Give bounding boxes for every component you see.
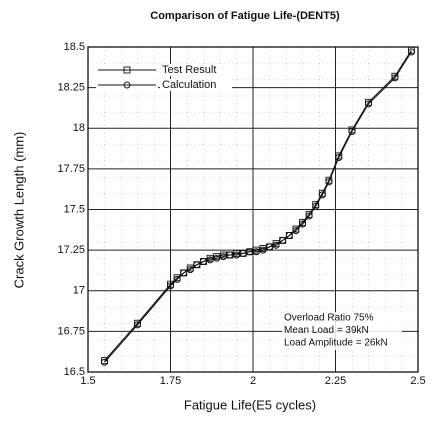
marker-circle [305,212,313,220]
legend-text-bg [160,79,232,91]
y-tick-label: 18.5 [64,41,85,53]
marker-circle [325,178,333,186]
marker-circle [213,254,221,262]
x-tick-label: 2.5 [410,375,425,387]
marker-circle [186,266,194,274]
marker-circle [407,48,415,56]
marker-circle [246,248,254,256]
marker-circle [285,232,293,239]
marker-circle [312,202,320,210]
marker-circle [335,154,343,161]
legend-text-bg [160,64,232,76]
y-tick-label: 18.25 [57,82,85,94]
marker-circle [292,227,300,235]
marker-circle [299,220,306,228]
x-tick-label: 2 [250,375,256,387]
chart-title: Comparison of Fatigue Life-(DENT5) [150,10,340,22]
legend-label: Calculation [162,79,216,91]
marker-circle [180,269,188,277]
marker-circle [279,236,287,244]
plot-frame [87,46,419,373]
marker-circle [233,251,240,259]
marker-circle [348,128,356,135]
annotation: Load Amplitude = 26kN [284,338,388,349]
marker-circle [365,100,372,108]
y-tick-label: 16.5 [64,366,85,378]
marker-circle [239,249,247,257]
marker-circle [272,241,280,249]
marker-circle [200,258,207,265]
marker-circle [101,358,108,366]
annotation: Overload Ratio 75% [284,313,374,324]
x-tick-label: 1.75 [160,375,181,387]
marker-circle [318,191,326,199]
y-tick-label: 17.5 [64,203,85,215]
y-tick-label: 17.75 [57,163,85,175]
marker-circle [123,81,131,89]
marker-circle [219,253,227,261]
marker-circle [226,251,234,259]
y-tick-label: 16.75 [57,325,85,337]
legend-label: Test Result [162,64,216,76]
marker-circle [259,246,267,254]
y-tick-label: 17.25 [57,244,85,256]
marker-circle [266,243,273,251]
marker-circle [252,248,260,256]
marker-circle [173,275,181,283]
marker-square [123,66,131,74]
x-axis-label: Fatigue Life(E5 cycles) [184,397,316,412]
marker-circle [167,282,174,290]
x-tick-label: 2.25 [325,375,346,387]
annotation: Mean Load = 39kN [284,325,369,336]
annotation-bg [282,312,402,350]
y-axis-label: Crack Growth Length (mm) [11,132,26,289]
y-tick-label: 17 [73,285,85,297]
marker-circle [391,74,399,82]
marker-circle [206,256,214,264]
x-tick-label: 1.5 [80,375,95,387]
marker-circle [134,321,141,329]
marker-circle [193,261,201,269]
y-tick-label: 18 [73,122,85,134]
